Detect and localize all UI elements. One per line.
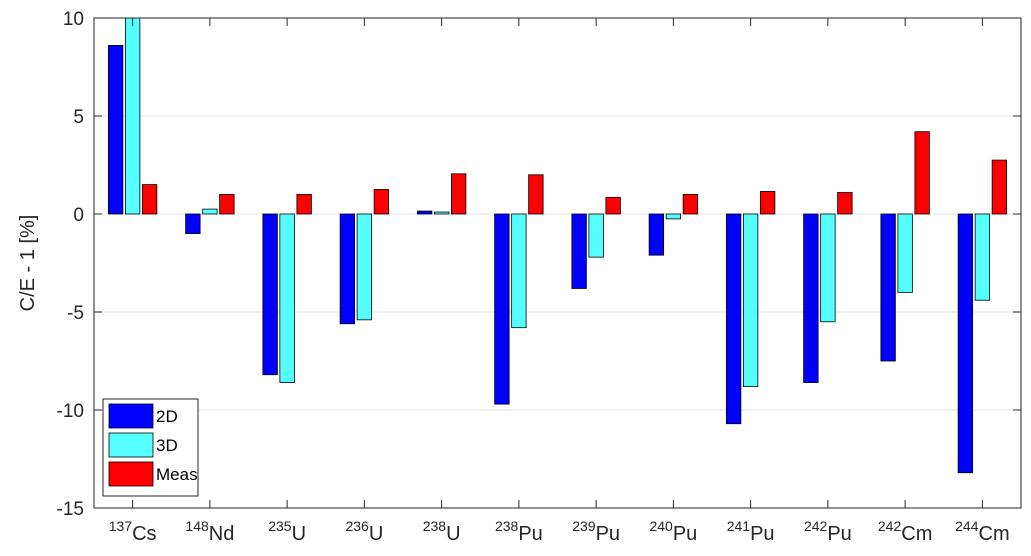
- legend-swatch-meas: [108, 461, 154, 487]
- legend-swatch-2d: [108, 403, 154, 429]
- bar-2d-241pu: [725, 213, 742, 425]
- bar-meas-137cs: [141, 184, 158, 215]
- bar-3d-238u: [433, 211, 450, 215]
- y-axis-ticks: -15 -10 -5 0 5 10: [57, 9, 1021, 520]
- bars: [107, 17, 1008, 474]
- legend: 2D 3D Meas: [102, 398, 199, 497]
- x-tick-label: 242Pu: [804, 518, 852, 545]
- bar-3d-242cm: [897, 213, 913, 293]
- x-tick-label: 242Cm: [878, 518, 932, 545]
- bar-3d-244cm: [974, 213, 991, 301]
- y-tick-label: 10: [63, 9, 84, 30]
- x-tick-label: 238U: [423, 518, 461, 545]
- bar-meas-241pu: [759, 191, 776, 215]
- x-axis-ticks: 137Cs 148Nd 235U 236U 238U 238Pu 239Pu 240Pu 241…: [109, 18, 1010, 545]
- bar-3d-242pu: [820, 213, 836, 323]
- y-tick-label: -15: [57, 499, 84, 520]
- bar-2d-239pu: [571, 213, 587, 289]
- x-tick-label: 137Cs: [109, 518, 157, 545]
- bar-meas-148nd: [219, 193, 235, 215]
- legend-label-3d: 3D: [156, 436, 178, 455]
- bar-meas-244cm: [991, 159, 1008, 215]
- bar-3d-137cs: [124, 17, 141, 215]
- bar-2d-238u: [416, 210, 433, 215]
- y-axis-label: C/E - 1 [%]: [17, 215, 39, 312]
- bar-meas-236u: [373, 189, 390, 215]
- x-tick-label: 244Cm: [955, 518, 1009, 545]
- bar-meas-242cm: [914, 131, 930, 215]
- bar-2d-242pu: [803, 213, 819, 383]
- bar-meas-238pu: [528, 174, 544, 215]
- legend-label-2d: 2D: [156, 407, 178, 426]
- x-tick-label: 236U: [345, 518, 383, 545]
- bar-2d-235u: [262, 213, 278, 376]
- y-tick-label: 0: [73, 205, 84, 226]
- bar-3d-235u: [279, 213, 295, 383]
- bar-2d-148nd: [185, 213, 201, 235]
- x-tick-label: 240Pu: [649, 518, 697, 545]
- bar-2d-236u: [339, 213, 356, 325]
- bar-3d-241pu: [742, 213, 759, 387]
- bar-meas-239pu: [605, 196, 621, 215]
- bar-2d-238pu: [494, 213, 510, 405]
- bar-2d-240pu: [648, 213, 665, 256]
- bar-meas-235u: [296, 193, 312, 215]
- legend-swatch-3d: [108, 432, 154, 458]
- y-tick-label: -10: [57, 401, 84, 422]
- bar-meas-238u: [450, 173, 467, 215]
- bar-meas-240pu: [682, 193, 699, 215]
- grid-lines: [94, 115, 1021, 411]
- bar-2d-244cm: [957, 213, 974, 474]
- bar-3d-239pu: [588, 213, 604, 258]
- bar-3d-148nd: [202, 208, 218, 215]
- x-tick-label: 239Pu: [572, 518, 620, 545]
- bar-3d-236u: [356, 213, 373, 321]
- bar-3d-238pu: [511, 213, 527, 329]
- legend-label-meas: Meas: [156, 465, 198, 484]
- x-tick-label: 238Pu: [495, 518, 543, 545]
- x-tick-label: 241Pu: [727, 518, 775, 545]
- bar-2d-137cs: [107, 45, 124, 215]
- y-tick-label: 5: [73, 107, 84, 128]
- plot-frame: [93, 17, 1022, 509]
- bar-meas-242pu: [837, 192, 853, 215]
- x-tick-label: 235U: [268, 518, 306, 545]
- y-tick-label: -5: [67, 303, 84, 324]
- bar-3d-240pu: [665, 213, 682, 220]
- x-tick-label: 148Nd: [185, 518, 234, 545]
- bar-2d-242cm: [880, 213, 896, 362]
